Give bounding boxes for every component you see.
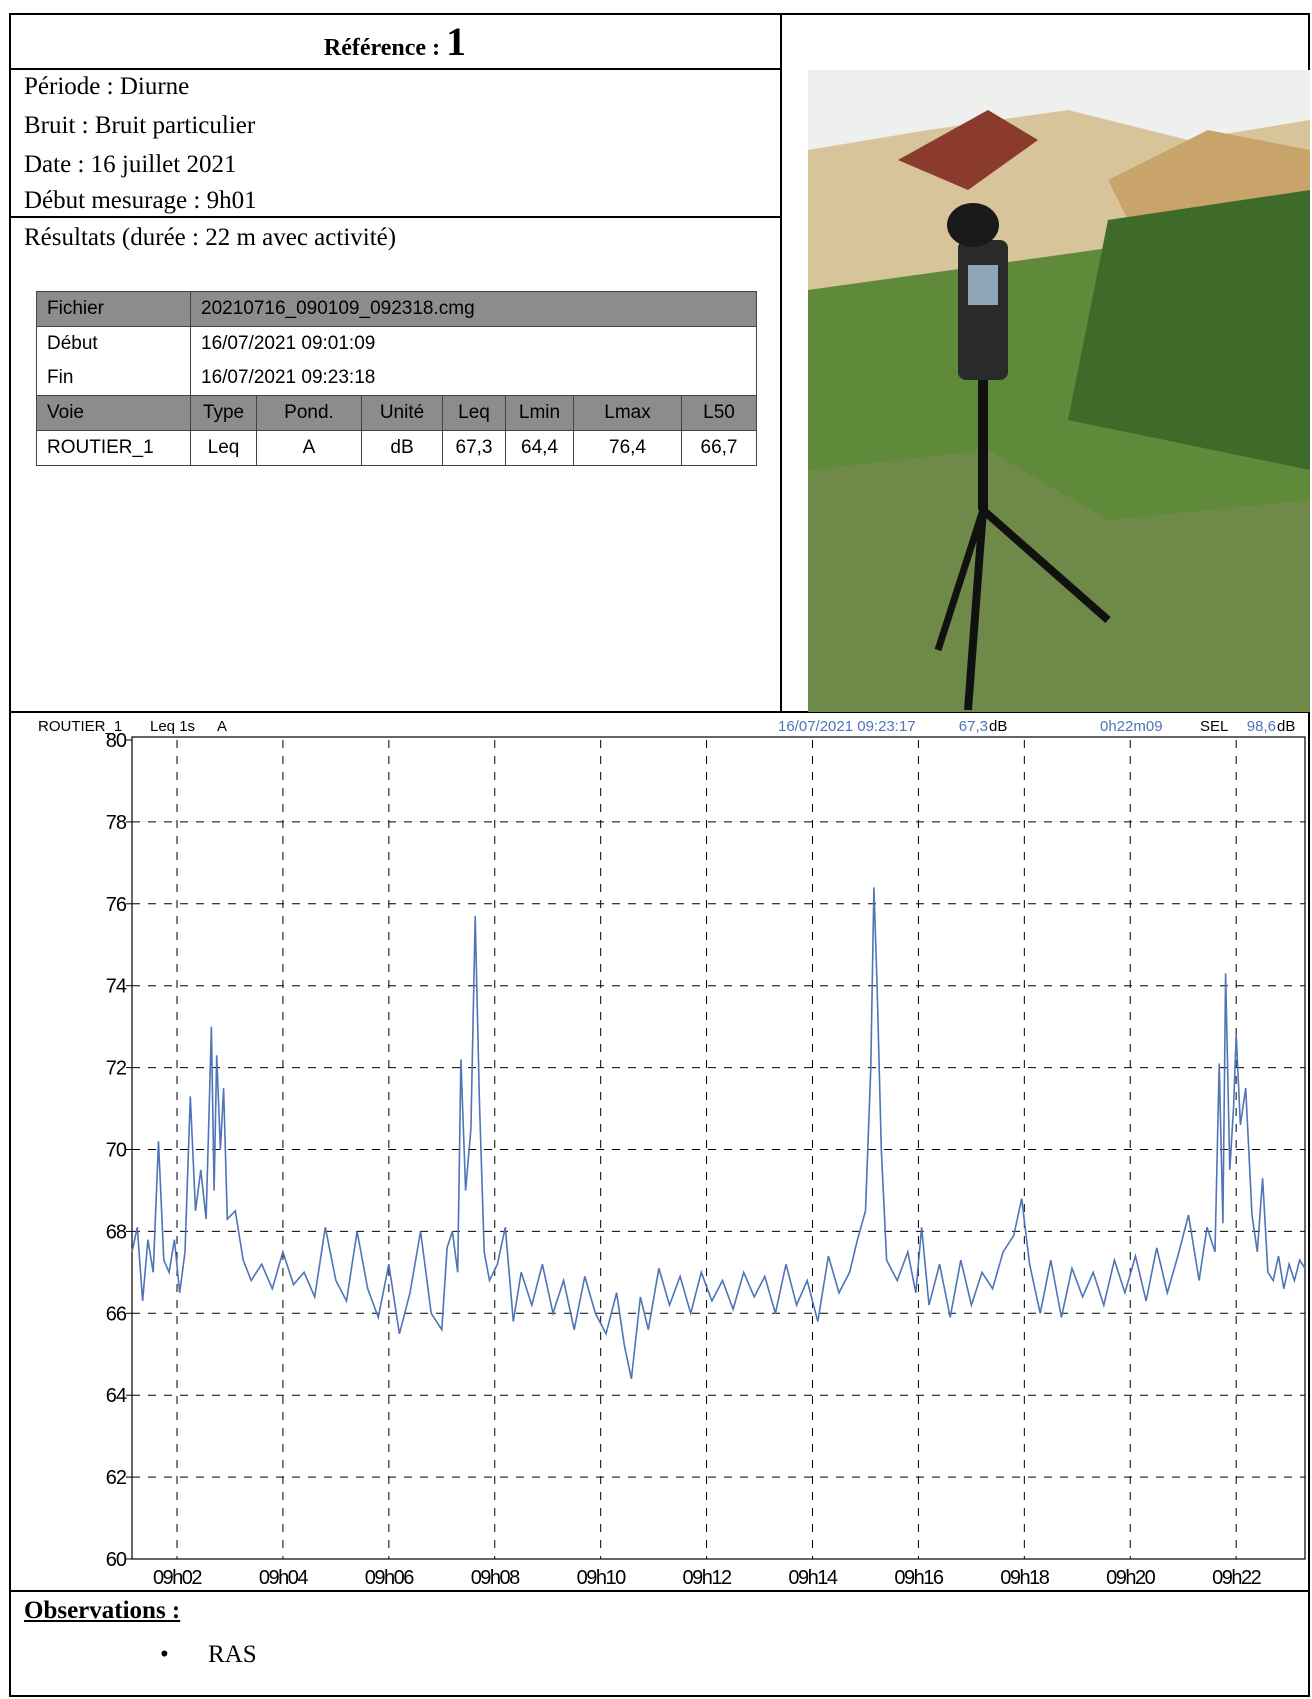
- chart-weighting: A: [217, 718, 227, 735]
- x-tick-label: 09h06: [365, 1567, 414, 1589]
- chart: ROUTIER_1 Leq 1s A 16/07/2021 09:23:17 6…: [0, 0, 1312, 1699]
- y-tick-label: 66: [106, 1303, 127, 1325]
- line-series: [132, 887, 1305, 1378]
- cursor-time: 16/07/2021 09:23:17: [778, 718, 916, 735]
- x-tick-label: 09h22: [1212, 1567, 1261, 1589]
- page: Référence : 1 Période : Diurne Bruit : B…: [0, 0, 1312, 1699]
- unit: dB: [1277, 718, 1295, 735]
- y-tick-label: 80: [106, 730, 127, 752]
- cursor-value: 67,3: [959, 718, 988, 735]
- x-tick-label: 09h10: [577, 1567, 626, 1589]
- y-tick-label: 64: [106, 1385, 127, 1407]
- duration: 0h22m09: [1100, 718, 1163, 735]
- x-tick-label: 09h16: [894, 1567, 943, 1589]
- y-tick-label: 72: [106, 1058, 127, 1080]
- x-tick-label: 09h08: [471, 1567, 520, 1589]
- x-tick-label: 09h20: [1106, 1567, 1155, 1589]
- x-tick-label: 09h02: [153, 1567, 202, 1589]
- y-tick-label: 70: [106, 1140, 127, 1162]
- y-tick-label: 78: [106, 812, 127, 834]
- sel-label: SEL: [1200, 718, 1228, 735]
- chart-measure: Leq 1s: [150, 718, 195, 735]
- observations-title: Observations :: [24, 1596, 180, 1626]
- y-tick-label: 62: [106, 1467, 127, 1489]
- y-tick-label: 74: [106, 976, 127, 998]
- bullet: •: [160, 1640, 169, 1670]
- y-tick-label: 60: [106, 1549, 127, 1571]
- observation-item: RAS: [208, 1640, 257, 1670]
- unit: dB: [989, 718, 1007, 735]
- y-tick-label: 76: [106, 894, 127, 916]
- x-tick-label: 09h14: [788, 1567, 837, 1589]
- x-tick-label: 09h12: [683, 1567, 732, 1589]
- y-tick-label: 68: [106, 1221, 127, 1243]
- x-tick-label: 09h18: [1000, 1567, 1049, 1589]
- x-tick-label: 09h04: [259, 1567, 308, 1589]
- plot-frame: [132, 737, 1305, 1559]
- sel-value: 98,6: [1247, 718, 1276, 735]
